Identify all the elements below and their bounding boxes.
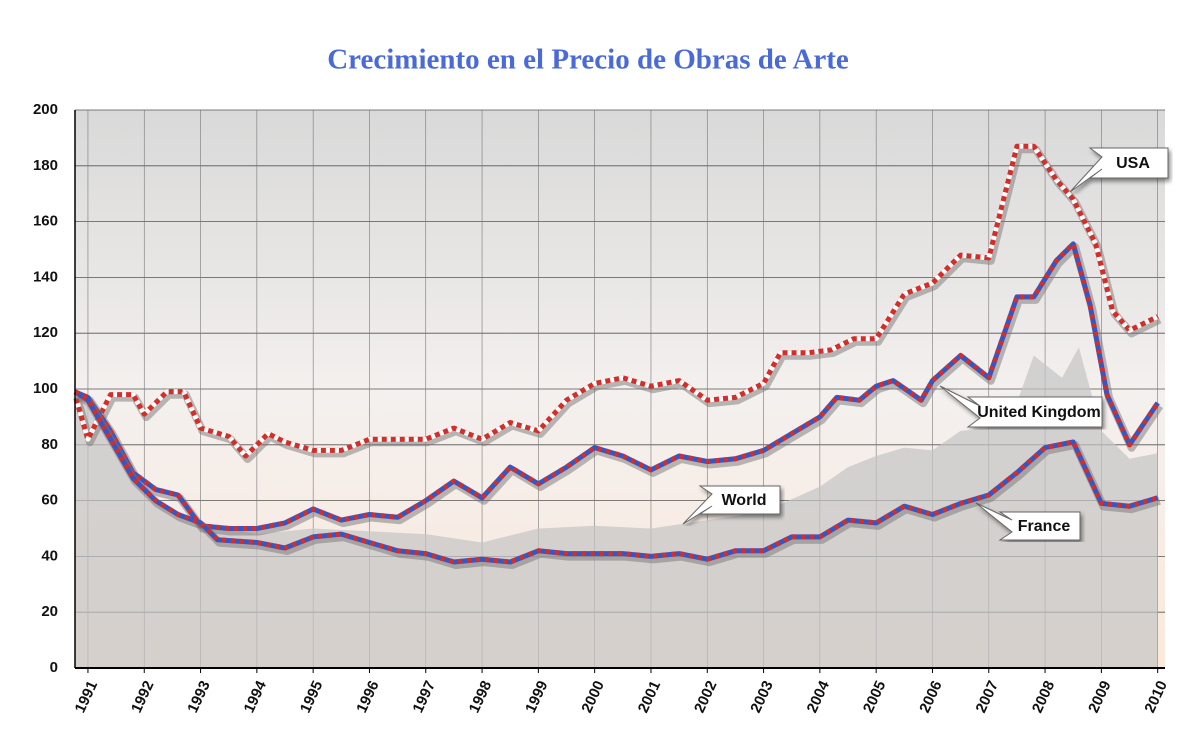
x-tick-label: 2001 xyxy=(635,678,665,715)
y-tick-label: 180 xyxy=(33,157,58,174)
y-tick-label: 80 xyxy=(41,436,58,453)
y-tick-label: 200 xyxy=(33,101,58,118)
x-tick-label: 1993 xyxy=(184,678,214,715)
x-tick-label: 2008 xyxy=(1029,678,1059,715)
callouts: World USA United Kingdom France xyxy=(682,147,1169,541)
callout-box xyxy=(1069,147,1169,193)
marks xyxy=(72,143,1164,668)
y-tick-label: 100 xyxy=(33,380,58,397)
y-tick-label: 0 xyxy=(50,659,58,676)
x-tick-label: 2000 xyxy=(578,678,608,715)
callout-box xyxy=(682,485,781,525)
callout-box xyxy=(975,502,1081,541)
line-pattern xyxy=(74,241,1160,531)
x-tick-label: 1999 xyxy=(522,678,552,715)
y-tick-label: 40 xyxy=(41,547,58,564)
x-tick-label: 1992 xyxy=(128,678,158,715)
callout-box xyxy=(939,385,1103,428)
legend-label: United Kingdom xyxy=(977,404,1101,421)
x-tick-label: 1995 xyxy=(297,678,327,715)
y-tick-label: 140 xyxy=(33,268,58,285)
legend-label: France xyxy=(1018,518,1071,535)
x-tick-label: 2002 xyxy=(691,678,721,715)
x-tick-label: 2007 xyxy=(972,678,1002,715)
y-tick-label: 160 xyxy=(33,213,58,230)
y-tick-label: 120 xyxy=(33,324,58,341)
area xyxy=(75,347,1158,668)
line-shadow xyxy=(75,242,1164,536)
x-tick-label: 2005 xyxy=(860,678,890,715)
x-tick-label: 2004 xyxy=(804,678,834,716)
legend-label: USA xyxy=(1116,155,1150,172)
x-tick-label: 2009 xyxy=(1085,678,1115,715)
legend-label: World xyxy=(721,492,766,509)
line-pattern xyxy=(72,143,1159,459)
y-tick-label: 20 xyxy=(41,603,58,620)
x-tick-label: 2003 xyxy=(747,678,777,715)
x-tick-label: 2006 xyxy=(916,678,946,715)
x-tick-label: 1991 xyxy=(72,678,102,715)
x-tick-label: 1997 xyxy=(409,678,439,715)
y-tick-label: 60 xyxy=(41,492,58,509)
line-pattern xyxy=(73,389,1159,565)
chart-title: Crecimiento en el Precio de Obras de Art… xyxy=(327,44,849,76)
x-tick-label: 1996 xyxy=(353,678,383,715)
x-tick-label: 1994 xyxy=(241,678,271,716)
x-tick-label: 1998 xyxy=(466,678,496,715)
x-tick-label: 2010 xyxy=(1141,678,1171,715)
